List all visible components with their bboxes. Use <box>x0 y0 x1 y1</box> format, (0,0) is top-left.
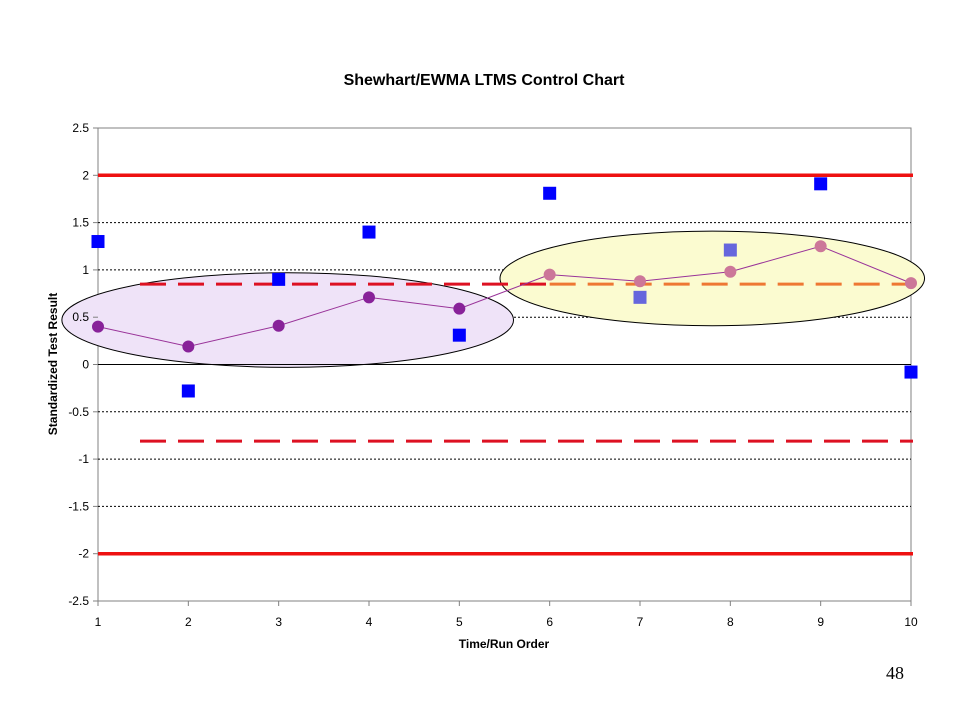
y-tick-label: 0.5 <box>72 310 89 324</box>
ewma-point <box>182 340 195 353</box>
ewma-point <box>92 320 104 333</box>
x-tick-label: 8 <box>727 615 734 629</box>
y-tick-label: -2.5 <box>68 594 89 608</box>
y-tick-label: -1.5 <box>68 499 89 513</box>
ewma-line <box>97 245 912 348</box>
ewma-point <box>543 268 556 281</box>
shewhart-point <box>633 290 647 304</box>
highlight-ellipse-1 <box>61 272 515 368</box>
y-tick-label: -2 <box>78 547 89 561</box>
shewhart-point <box>904 365 918 379</box>
ewma-point <box>272 319 285 332</box>
y-tick-label: -1 <box>78 452 89 466</box>
x-tick-label: 6 <box>546 615 553 629</box>
shewhart-point <box>723 243 737 257</box>
highlight-ellipse-2 <box>499 230 926 327</box>
y-axis-title: Standardized Test Result <box>46 293 60 435</box>
shewhart-point <box>452 328 466 342</box>
ewma-point <box>724 265 737 278</box>
y-tick-label: 0 <box>82 358 89 372</box>
chart-title: Shewhart/EWMA LTMS Control Chart <box>344 72 626 89</box>
y-tick-label: 1.5 <box>72 216 89 230</box>
y-tick-label: 2.5 <box>72 121 89 135</box>
x-tick-label: 1 <box>95 615 102 629</box>
y-tick-label: 1 <box>82 263 89 277</box>
ewma-point <box>363 291 375 304</box>
control-limit-lines <box>98 173 913 556</box>
y-tick-label: -0.5 <box>68 405 89 419</box>
shewhart-point <box>181 384 195 398</box>
x-tick-label: 5 <box>456 615 463 629</box>
shewhart-point <box>91 235 105 249</box>
x-tick-label: 4 <box>366 615 373 629</box>
ewma-point <box>905 277 917 290</box>
y-tick-label: 2 <box>82 168 89 182</box>
x-tick-label: 7 <box>637 615 644 629</box>
x-tick-label: 3 <box>275 615 282 629</box>
data-series <box>91 177 918 398</box>
shewhart-point <box>543 186 557 200</box>
shewhart-point <box>814 177 828 191</box>
page-number: 48 <box>886 663 904 683</box>
x-tick-label: 2 <box>185 615 192 629</box>
x-tick-label: 9 <box>817 615 824 629</box>
shewhart-point <box>362 225 376 239</box>
ewma-point <box>634 275 646 288</box>
shewhart-point <box>272 272 286 286</box>
x-tick-label: 10 <box>904 615 918 629</box>
axes: 2.5 2 1.5 1 0.5 0 -0.5 -1 -1.5 -2 -2.5 1 2 3 4 5 6 7 8 9 10 <box>68 121 918 629</box>
ewma-point <box>453 302 466 315</box>
ewma-point <box>814 240 827 253</box>
x-axis-title: Time/Run Order <box>459 637 550 651</box>
